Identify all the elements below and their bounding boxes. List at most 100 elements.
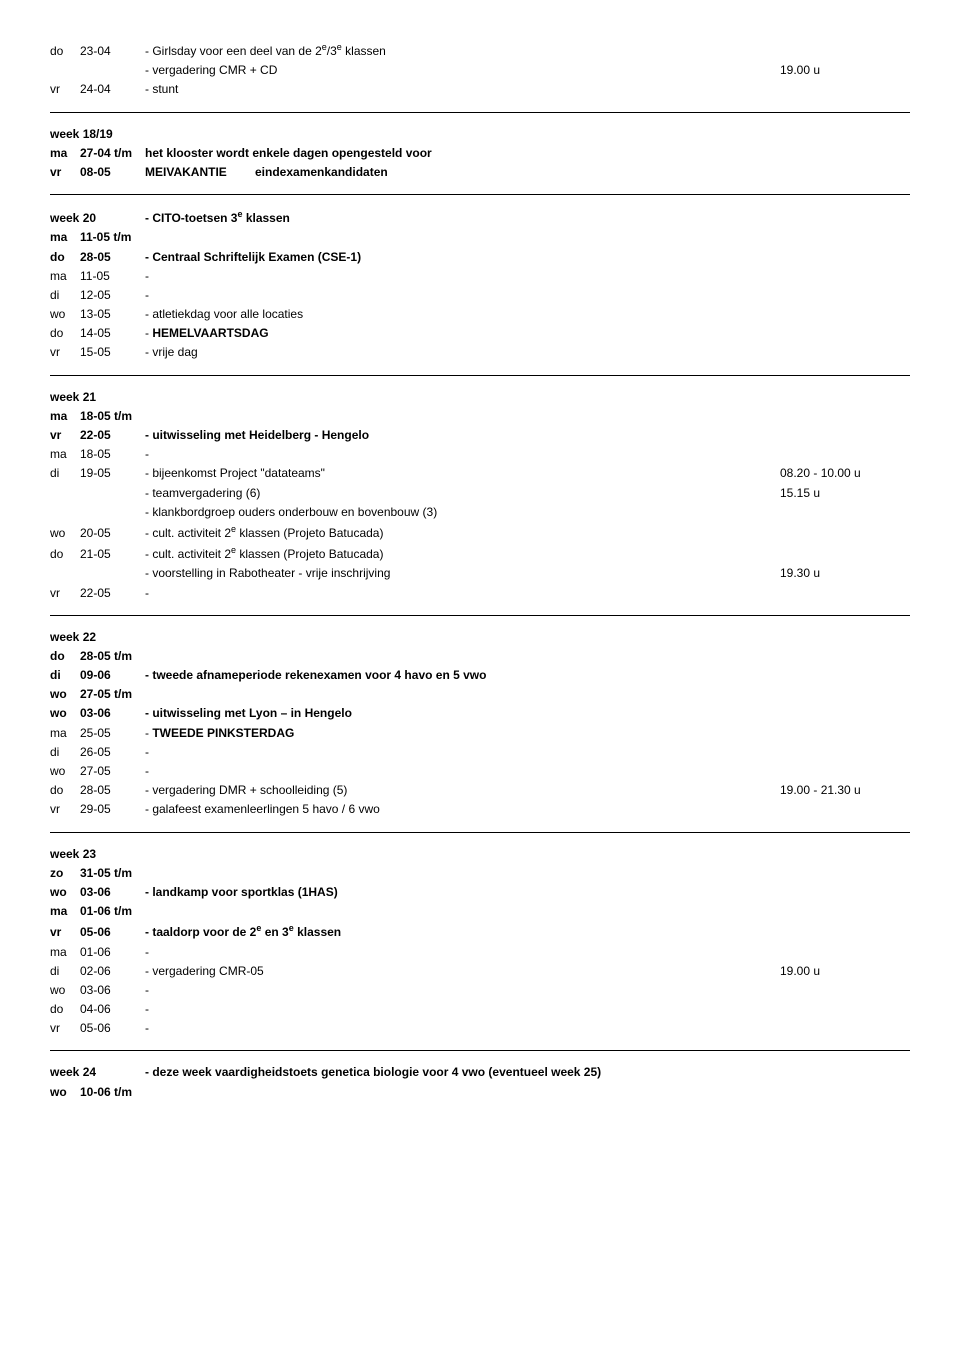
schedule-row: vr15-05- vrije dag: [50, 343, 910, 362]
day-abbrev: wo: [50, 762, 80, 781]
description: -: [145, 981, 780, 1000]
divider: [50, 112, 910, 113]
week-title: week 18/19: [50, 125, 145, 144]
date: 28-05 t/m: [80, 647, 145, 666]
description: - Centraal Schriftelijk Examen (CSE-1): [145, 248, 780, 267]
week-header: week 18/19: [50, 125, 910, 144]
date: 26-05: [80, 743, 145, 762]
schedule-row: - vergadering CMR + CD19.00 u: [50, 61, 910, 80]
description: - landkamp voor sportklas (1HAS): [145, 883, 780, 902]
description: het klooster wordt enkele dagen opengest…: [145, 144, 780, 163]
day-abbrev: ma: [50, 943, 80, 962]
date: 27-04 t/m: [80, 144, 145, 163]
time: 19.00 u: [780, 962, 910, 981]
description: - voorstelling in Rabotheater - vrije in…: [145, 564, 780, 583]
schedule-row: do23-04- Girlsday voor een deel van de 2…: [50, 40, 910, 61]
date: 28-05: [80, 781, 145, 800]
schedule-row: vr24-04- stunt: [50, 80, 910, 99]
schedule-row: ma01-06 t/m: [50, 902, 910, 921]
day-abbrev: do: [50, 324, 80, 343]
week-header: week 22: [50, 628, 910, 647]
time: 19.00 u: [780, 61, 910, 80]
schedule-row: wo13-05- atletiekdag voor alle locaties: [50, 305, 910, 324]
schedule-row: vr08-05MEIVAKANTIEeindexamenkandidaten: [50, 163, 910, 182]
date: 21-05: [80, 545, 145, 564]
date: 23-04: [80, 42, 145, 61]
time: 08.20 - 10.00 u: [780, 464, 910, 483]
day-abbrev: wo: [50, 981, 80, 1000]
schedule-row: vr05-06-: [50, 1019, 910, 1038]
day-abbrev: vr: [50, 800, 80, 819]
schedule-row: ma01-06-: [50, 943, 910, 962]
day-abbrev: do: [50, 248, 80, 267]
description: - bijeenkomst Project "datateams": [145, 464, 780, 483]
description: -: [145, 445, 780, 464]
date: 27-05 t/m: [80, 685, 145, 704]
week-title: week 22: [50, 628, 145, 647]
schedule-row: do28-05- vergadering DMR + schoolleiding…: [50, 781, 910, 800]
date: 03-06: [80, 981, 145, 1000]
time: 15.15 u: [780, 484, 910, 503]
schedule-row: wo03-06- uitwisseling met Lyon – in Heng…: [50, 704, 910, 723]
schedule-row: wo20-05- cult. activiteit 2e klassen (Pr…: [50, 522, 910, 543]
schedule-row: di19-05- bijeenkomst Project "datateams"…: [50, 464, 910, 483]
date: 14-05: [80, 324, 145, 343]
date: 10-06 t/m: [80, 1083, 145, 1102]
description: - taaldorp voor de 2e en 3e klassen: [145, 921, 780, 942]
schedule-row: - teamvergadering (6)15.15 u: [50, 484, 910, 503]
schedule-row: wo27-05-: [50, 762, 910, 781]
divider: [50, 1050, 910, 1051]
date: 03-06: [80, 883, 145, 902]
date: 20-05: [80, 524, 145, 543]
schedule-row: - klankbordgroep ouders onderbouw en bov…: [50, 503, 910, 522]
date: 03-06: [80, 704, 145, 723]
schedule-row: do28-05 t/m: [50, 647, 910, 666]
day-abbrev: vr: [50, 163, 80, 182]
description: - atletiekdag voor alle locaties: [145, 305, 780, 324]
schedule-row: di02-06- vergadering CMR-0519.00 u: [50, 962, 910, 981]
day-abbrev: vr: [50, 343, 80, 362]
description: -: [145, 584, 780, 603]
day-abbrev: vr: [50, 584, 80, 603]
date: 18-05 t/m: [80, 407, 145, 426]
day-abbrev: di: [50, 464, 80, 483]
date: 28-05: [80, 248, 145, 267]
description: -: [145, 743, 780, 762]
day-abbrev: wo: [50, 685, 80, 704]
schedule-row: ma25-05- TWEEDE PINKSTERDAG: [50, 724, 910, 743]
date: 22-05: [80, 584, 145, 603]
date: 12-05: [80, 286, 145, 305]
day-abbrev: wo: [50, 524, 80, 543]
date: 22-05: [80, 426, 145, 445]
schedule-row: zo31-05 t/m: [50, 864, 910, 883]
week-title: week 24: [50, 1063, 145, 1082]
schedule-row: ma11-05-: [50, 267, 910, 286]
date: 25-05: [80, 724, 145, 743]
description: -: [145, 286, 780, 305]
day-abbrev: wo: [50, 305, 80, 324]
schedule-row: vr05-06- taaldorp voor de 2e en 3e klass…: [50, 921, 910, 942]
schedule-row: do28-05- Centraal Schriftelijk Examen (C…: [50, 248, 910, 267]
description: - cult. activiteit 2e klassen (Projeto B…: [145, 543, 780, 564]
day-abbrev: di: [50, 286, 80, 305]
day-abbrev: ma: [50, 902, 80, 921]
date: 02-06: [80, 962, 145, 981]
day-abbrev: ma: [50, 445, 80, 464]
schedule-row: vr22-05-: [50, 584, 910, 603]
time: 19.30 u: [780, 564, 910, 583]
schedule-row: - voorstelling in Rabotheater - vrije in…: [50, 564, 910, 583]
week-header: week 21: [50, 388, 910, 407]
date: 11-05 t/m: [80, 228, 145, 247]
date: 29-05: [80, 800, 145, 819]
day-abbrev: vr: [50, 1019, 80, 1038]
day-abbrev: vr: [50, 923, 80, 942]
schedule-row: do14-05- HEMELVAARTSDAG: [50, 324, 910, 343]
week-title: week 20: [50, 209, 145, 228]
description: -: [145, 1019, 780, 1038]
description: - vergadering DMR + schoolleiding (5): [145, 781, 780, 800]
day-abbrev: ma: [50, 144, 80, 163]
day-abbrev: do: [50, 42, 80, 61]
schedule-row: wo03-06-: [50, 981, 910, 1000]
description: - vergadering CMR + CD: [145, 61, 780, 80]
date: 11-05: [80, 267, 145, 286]
